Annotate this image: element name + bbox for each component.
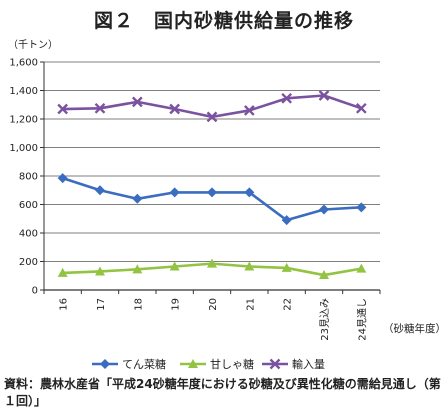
x-tick-label: 21 (245, 298, 256, 311)
data-point (169, 103, 181, 115)
y-unit-label: （千トン） (8, 39, 58, 51)
data-point (319, 270, 329, 280)
data-point (356, 263, 367, 273)
data-point (355, 102, 367, 114)
series-3 (57, 90, 367, 123)
data-point (132, 264, 143, 274)
legend-label: 輸入量 (292, 357, 325, 371)
data-point (281, 262, 292, 272)
x-axis-label: （砂糖年度） (383, 322, 446, 335)
x-tick-label: 17 (96, 298, 107, 311)
y-tick-label: 400 (19, 229, 38, 240)
x-tick-label: 20 (208, 298, 219, 311)
data-point (269, 358, 281, 370)
data-point (169, 187, 180, 198)
data-point (243, 105, 255, 116)
source-note: 資料：農林水産省「平成24砂糖年度における砂糖及び異性化糖の需給見通し（第１回）… (4, 377, 441, 408)
data-point (207, 258, 217, 268)
data-point (100, 359, 110, 369)
series-line (62, 176, 362, 222)
data-point (94, 102, 106, 114)
y-tick-label: 1,200 (9, 115, 38, 126)
x-tick-label: 24見通し (356, 298, 368, 341)
data-point (244, 187, 255, 198)
data-point (131, 96, 143, 108)
data-point (188, 359, 198, 368)
series-1 (57, 173, 367, 226)
y-tick-label: 1,000 (9, 143, 38, 154)
data-point (281, 215, 292, 226)
series-2 (57, 258, 367, 280)
data-point (57, 173, 68, 184)
series-line (62, 94, 362, 119)
legend-label: てん菜糖 (122, 357, 166, 371)
x-tick-label: 18 (133, 298, 144, 311)
data-point (57, 267, 68, 277)
chart-title: 図２ 国内砂糖供給量の推移 (93, 10, 354, 32)
data-point (318, 90, 330, 101)
y-tick-label: 200 (19, 257, 38, 268)
y-tick-label: 1,600 (9, 58, 38, 69)
legend: てん菜糖 甘しゃ糖 輸入量 (92, 357, 325, 371)
data-point (169, 261, 180, 271)
data-point (95, 185, 105, 196)
x-tick-label: 16 (59, 298, 70, 311)
legend-label: 甘しゃ糖 (210, 357, 254, 371)
y-tick-label: 600 (19, 200, 38, 211)
x-tick-label: 22 (283, 298, 294, 311)
data-point (244, 261, 255, 271)
x-tick-label: 19 (171, 298, 182, 311)
x-tick-label: 23見込み (319, 298, 331, 341)
data-point (207, 187, 217, 198)
y-tick-label: 800 (19, 172, 38, 183)
data-point (132, 193, 143, 204)
data-point (356, 202, 367, 213)
y-tick-label: 1,400 (9, 86, 38, 97)
data-point (319, 204, 329, 215)
data-point (206, 111, 218, 123)
y-tick-label: 0 (32, 286, 38, 297)
data-point (95, 266, 105, 276)
data-point (281, 92, 293, 104)
data-point (57, 103, 69, 115)
